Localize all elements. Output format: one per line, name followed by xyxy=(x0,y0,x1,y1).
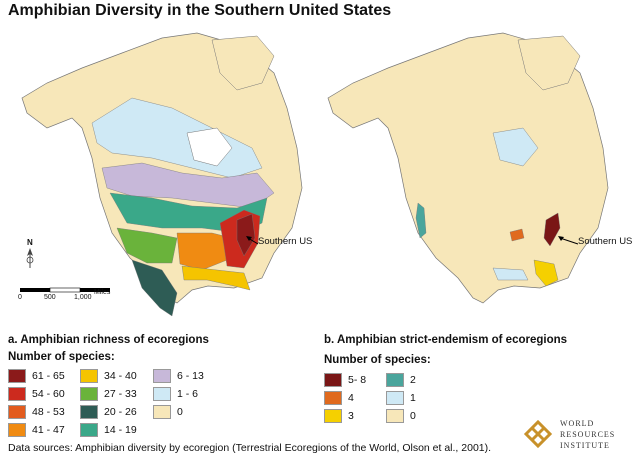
southern-us-callout-line xyxy=(559,237,579,245)
scale-tick-0: 0 xyxy=(18,294,22,301)
hudson-bay xyxy=(186,127,233,167)
legend-swatch xyxy=(8,368,26,383)
legend-label: 61 - 65 xyxy=(32,369,65,382)
legend-label: 1 xyxy=(410,391,416,404)
legend-label: 1 - 6 xyxy=(177,387,199,400)
legend-swatch xyxy=(153,404,171,419)
richness-legend-item: 14 - 19 xyxy=(80,421,153,438)
legend-label: 0 xyxy=(410,409,416,422)
richness-legend: 61 - 65 54 - 60 48 - 53 41 - 47 34 - 40 27 - … xyxy=(8,367,233,438)
legend-swatch xyxy=(80,422,98,437)
panel-b-title: b. Amphibian strict-endemism of ecoregio… xyxy=(324,334,568,346)
endemism-legend-item: 3 xyxy=(324,407,386,424)
richness-legend-item: 1 - 6 xyxy=(153,385,233,402)
legend-swatch xyxy=(386,408,404,423)
legend-swatch xyxy=(153,386,171,401)
legend-label: 5- 8 xyxy=(348,373,367,386)
legend-label: 27 - 33 xyxy=(104,387,137,400)
richness-legend-item: 27 - 33 xyxy=(80,385,153,402)
richness-legend-item: 6 - 13 xyxy=(153,367,233,384)
richness-legend-item: 34 - 40 xyxy=(80,367,153,384)
greenland xyxy=(517,35,581,91)
north-america-landmass xyxy=(327,32,609,304)
wri-logo-line-3: INSTITUTE xyxy=(560,441,610,450)
legend-swatch xyxy=(324,372,342,387)
legend-label: 54 - 60 xyxy=(32,387,65,400)
legend-label: 48 - 53 xyxy=(32,405,65,418)
endemism-legend-item: 0 xyxy=(386,407,456,424)
callout-arrow-icon xyxy=(246,236,252,241)
gulf-coast-region xyxy=(181,265,251,291)
endemism-legend-item: 5- 8 xyxy=(324,371,386,388)
legend-label: 4 xyxy=(348,391,354,404)
richness-map xyxy=(21,32,303,317)
scale-tick-500: 500 xyxy=(44,294,56,301)
richness-legend-item: 54 - 60 xyxy=(8,385,80,402)
legend-swatch xyxy=(8,386,26,401)
endemism-map xyxy=(327,32,609,304)
legend-swatch xyxy=(386,390,404,405)
legend-label: 6 - 13 xyxy=(177,369,204,382)
legend-label: 20 - 26 xyxy=(104,405,137,418)
legend-label: 34 - 40 xyxy=(104,369,137,382)
great-plains-region xyxy=(116,227,178,264)
page-title: Amphibian Diversity in the Southern Unit… xyxy=(8,2,392,19)
legend-label: 41 - 47 xyxy=(32,423,65,436)
southern-us-callout-a: Southern US xyxy=(258,236,313,247)
richness-legend-item: 41 - 47 xyxy=(8,421,80,438)
wri-logo-line-2: RESOURCES xyxy=(560,430,616,439)
low-endemism-region xyxy=(492,127,539,167)
legend-label: 3 xyxy=(348,409,354,422)
ozark-region xyxy=(509,228,525,242)
wri-logo-line-1: WORLD xyxy=(560,419,595,428)
pacific-coast-region xyxy=(415,202,427,239)
endemism-legend-item: 1 xyxy=(386,389,456,406)
richness-legend-item: 61 - 65 xyxy=(8,367,80,384)
legend-label: 14 - 19 xyxy=(104,423,137,436)
southeast-coastal-region xyxy=(533,259,559,287)
callout-arrow-icon xyxy=(558,236,564,241)
legend-label: 0 xyxy=(177,405,183,418)
legend-swatch xyxy=(324,390,342,405)
endemism-legend: 5- 8 4 3 2 1 0 xyxy=(324,371,456,424)
endemism-legend-item: 4 xyxy=(324,389,386,406)
scale-unit: Miles xyxy=(94,289,111,296)
richness-legend-item: 0 xyxy=(153,403,233,420)
legend-swatch xyxy=(8,422,26,437)
appalachian-endemic-region xyxy=(543,212,561,247)
scale-bar: 0 500 1,000 Miles xyxy=(18,276,138,306)
mexico-region xyxy=(131,259,178,317)
legend-swatch xyxy=(8,404,26,419)
panel-a-title: a. Amphibian richness of ecoregions xyxy=(8,334,209,346)
panel-b-legend-title: Number of species: xyxy=(324,354,431,366)
richness-legend-item: 48 - 53 xyxy=(8,403,80,420)
scale-tick-1000: 1,000 xyxy=(74,294,92,301)
data-source-note: Data sources: Amphibian diversity by eco… xyxy=(8,442,492,454)
wri-logo-text: WORLD RESOURCES INSTITUTE xyxy=(560,418,615,451)
appalachian-core-region xyxy=(236,213,256,257)
southern-us-callout-b: Southern US xyxy=(578,236,633,247)
gulf-region xyxy=(492,267,529,281)
endemism-legend-item: 2 xyxy=(386,371,456,388)
richness-legend-item: 20 - 26 xyxy=(80,403,153,420)
legend-swatch xyxy=(80,368,98,383)
north-label: N xyxy=(27,238,33,247)
greenland xyxy=(211,35,275,91)
scale-bar-graphic xyxy=(20,287,110,293)
legend-swatch xyxy=(80,386,98,401)
legend-label: 2 xyxy=(410,373,416,386)
legend-swatch xyxy=(324,408,342,423)
panel-a-legend-title: Number of species: xyxy=(8,351,115,363)
legend-swatch xyxy=(386,372,404,387)
north-arrow-icon xyxy=(26,248,34,268)
legend-swatch xyxy=(80,404,98,419)
wri-knot-logo-icon xyxy=(523,419,553,449)
legend-swatch xyxy=(153,368,171,383)
